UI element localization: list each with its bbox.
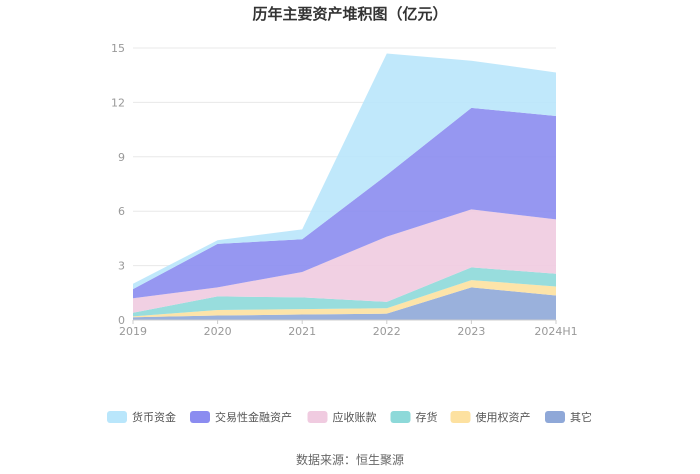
area-series [133,53,556,320]
legend-swatch [545,411,565,423]
x-tick-label: 2020 [204,325,232,338]
y-tick-label: 15 [111,42,125,55]
legend-item[interactable]: 应收账款 [307,410,377,424]
x-tick-label: 2023 [457,325,485,338]
legend-swatch [307,411,328,423]
y-tick-label: 3 [118,260,125,273]
area-series-3 [133,209,556,313]
y-tick-label: 6 [118,205,125,218]
area-series-1 [133,280,556,318]
x-tick-label: 2019 [119,325,147,338]
legend-swatch [390,411,411,423]
x-tick-label: 2021 [288,325,316,338]
legend-swatch [190,411,210,423]
y-tick-label: 9 [118,151,125,164]
legend-item[interactable]: 使用权资产 [450,410,531,424]
chart-title: 历年主要资产堆积图（亿元） [252,5,448,23]
x-tick-label: 2022 [373,325,401,338]
x-tick-label: 2024H1 [534,325,577,338]
legend-item[interactable]: 存货 [390,410,438,424]
source-note: 数据来源：恒生聚源 [295,453,404,467]
legend-label: 存货 [416,410,438,424]
legend-label: 交易性金融资产 [215,410,292,424]
area-series-0 [133,287,556,320]
legend-label: 使用权资产 [476,410,531,424]
area-series-5 [133,53,556,290]
legend-label: 其它 [570,410,592,424]
area-series-2 [133,267,556,317]
legend-item[interactable]: 货币资金 [107,410,176,424]
y-tick-label: 12 [111,96,125,109]
legend-item[interactable]: 其它 [545,410,592,424]
legend-item[interactable]: 交易性金融资产 [190,410,292,424]
legend-label: 应收账款 [333,410,377,424]
legend: 货币资金 交易性金融资产 应收账款 存货 使用权资产 其它 [107,410,592,424]
legend-swatch [107,411,127,423]
y-tick-label: 0 [118,314,125,327]
axes: 0 3 6 9 12 15 2019 2020 2021 2022 2023 2024H1 [111,42,578,338]
legend-label: 货币资金 [132,410,176,424]
legend-swatch [450,411,471,423]
area-series-4 [133,107,556,299]
